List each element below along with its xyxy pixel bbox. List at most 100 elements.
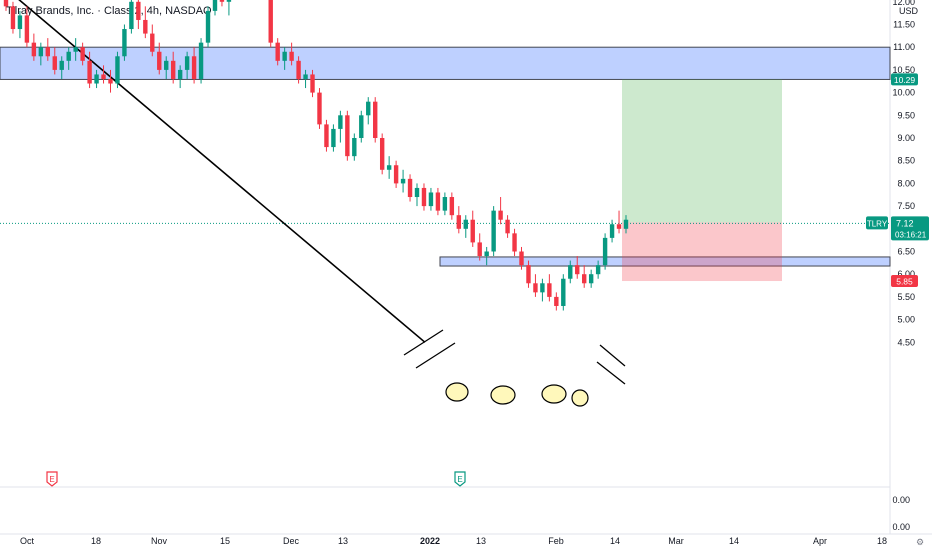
support-zone[interactable] [439,256,891,267]
flag-line[interactable] [599,344,626,367]
currency-label: USD [899,6,919,16]
candle [366,101,371,116]
candle [582,274,587,284]
candle [379,138,385,170]
earnings-icon[interactable] [46,471,58,487]
y-tick-label: 6.00 [897,269,915,279]
candle [588,274,594,284]
y-tick-label: 9.50 [897,110,915,120]
candle [38,47,44,57]
candle [87,60,92,84]
candle [115,56,120,84]
volume-tick-label: 0.00 [892,522,910,532]
x-tick-label: Oct [20,536,35,546]
candle [170,60,176,79]
x-tick-label: Dec [283,536,300,546]
candle [568,265,573,279]
candle [205,10,211,43]
candle [519,251,524,266]
candle [484,251,489,257]
candle [66,51,71,61]
candle [616,224,622,229]
x-tick-label: 13 [338,536,348,546]
highlight-ellipse[interactable] [445,382,469,402]
x-tick-label: Nov [151,536,168,546]
candle [533,283,538,293]
candle [296,60,301,79]
chart-title: Tilray Brands, Inc. · Class 2, 4h, NASDA… [6,5,212,17]
settings-icon: ⚙ [916,537,924,547]
x-tick-label: 15 [220,536,230,546]
earnings-label: E [457,475,462,484]
candle [177,69,183,79]
candle [352,138,357,157]
highlight-ellipse[interactable] [490,385,516,405]
x-tick-label: Feb [548,536,564,546]
y-tick-label: 8.00 [897,178,915,188]
trendline[interactable] [0,0,426,343]
candle [150,33,155,52]
candle [393,165,399,184]
candle [435,192,441,211]
candle [373,101,378,138]
candle [164,60,169,70]
candle [470,219,475,243]
x-tick-label: 18 [877,536,887,546]
symbol-tag [866,216,888,230]
candle [275,42,280,61]
x-tick-label: Mar [668,536,684,546]
candle [595,265,601,275]
x-tick-label: 2022 [420,536,440,546]
flag-line[interactable] [596,361,626,385]
flag-line[interactable] [415,342,456,369]
candle [59,60,64,70]
countdown-text: 03:16:21 [895,230,927,239]
highlight-ellipse[interactable] [541,384,567,404]
candle [477,242,482,257]
last-price-text: 7.12 [896,218,914,228]
candle [94,74,99,84]
candle [338,115,343,129]
candle [561,278,566,306]
candle [143,19,148,34]
candle [456,215,462,229]
candle [602,237,608,266]
resistance-zone[interactable] [0,46,891,80]
candle [3,0,9,7]
y-tick-label: 4.50 [897,337,915,347]
target-zone[interactable] [622,79,782,223]
volume-tick-label: 0.00 [892,495,910,505]
x-tick-label: Apr [813,536,827,546]
candle [191,56,197,79]
stop-zone[interactable] [622,222,782,282]
candle [498,210,503,220]
earnings-icon[interactable] [454,471,466,487]
candle [282,51,287,61]
candle [24,15,30,43]
candle [129,1,134,30]
candle [331,128,336,148]
candle [407,178,413,198]
candle [52,56,57,70]
highlight-ellipse[interactable] [571,389,589,407]
candle [317,92,322,125]
symbol-tag-text: TLRY [867,219,888,228]
candle [345,115,350,157]
candle [289,51,294,61]
flag-line[interactable] [403,329,444,356]
candle [136,1,141,20]
candle [575,265,580,275]
x-tick-label: 14 [610,536,620,546]
candle [505,219,510,234]
candle [212,0,218,11]
target-tag-text: 10.29 [894,75,916,85]
candle [10,6,16,30]
x-tick-label: 18 [91,536,101,546]
candle [324,124,329,148]
y-tick-label: 12.00 [892,0,915,7]
candle [108,78,113,84]
candle [184,56,190,70]
candle [414,187,420,198]
candle [45,47,50,57]
